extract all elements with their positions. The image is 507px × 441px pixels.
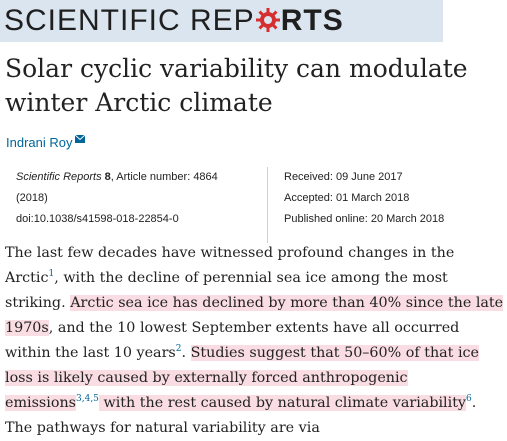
author-name[interactable]: Indrani Roy (6, 135, 73, 150)
dates-block: Received: 09 June 2017 Accepted: 01 Marc… (284, 167, 494, 230)
text-segment: , with the decline of perennial sea ice … (5, 270, 448, 311)
author-line: Indrani Roy (6, 135, 86, 150)
logo-text-right: RTS (280, 4, 344, 37)
published-date: Published online: 20 March 2018 (284, 213, 445, 225)
accepted-date: Accepted: 01 March 2018 (284, 192, 410, 204)
reference-link[interactable]: 1 (48, 269, 55, 280)
journal-name: Scientific Reports (16, 171, 102, 183)
received-date: Received: 09 June 2017 (284, 171, 403, 183)
abstract-paragraph: The last few decades have witnessed prof… (5, 241, 505, 441)
reference-link[interactable]: 3,4,5 (76, 394, 99, 405)
text-segment: . (181, 345, 191, 361)
article-title: Solar cyclic variability can modulate wi… (5, 54, 468, 117)
volume: 8 (104, 171, 111, 183)
year: (2018) (16, 192, 48, 204)
logo-text-left: SCIENTIFIC REP (4, 4, 255, 37)
doi[interactable]: doi:10.1038/s41598-018-22854-0 (16, 213, 179, 225)
article-number: , Article number: 4864 (110, 171, 218, 183)
text-segment: The last few decades have witnessed prof… (5, 245, 455, 286)
mail-icon[interactable] (75, 135, 86, 143)
citation-line: Scientific Reports 8, Article number: 48… (16, 167, 267, 188)
text-segment: , and the 10 lowest September extents ha… (5, 320, 460, 361)
reference-link[interactable]: 6 (466, 394, 472, 405)
citation-block: Scientific Reports 8, Article number: 48… (6, 167, 268, 243)
journal-logo[interactable]: SCIENTIFIC REP RTS (4, 3, 344, 39)
reference-link[interactable]: 2 (175, 344, 182, 355)
gear-logo-icon (255, 8, 280, 32)
highlighted-text: with the rest caused by natural climate … (98, 395, 467, 411)
journal-masthead: SCIENTIFIC REP RTS (0, 0, 443, 42)
